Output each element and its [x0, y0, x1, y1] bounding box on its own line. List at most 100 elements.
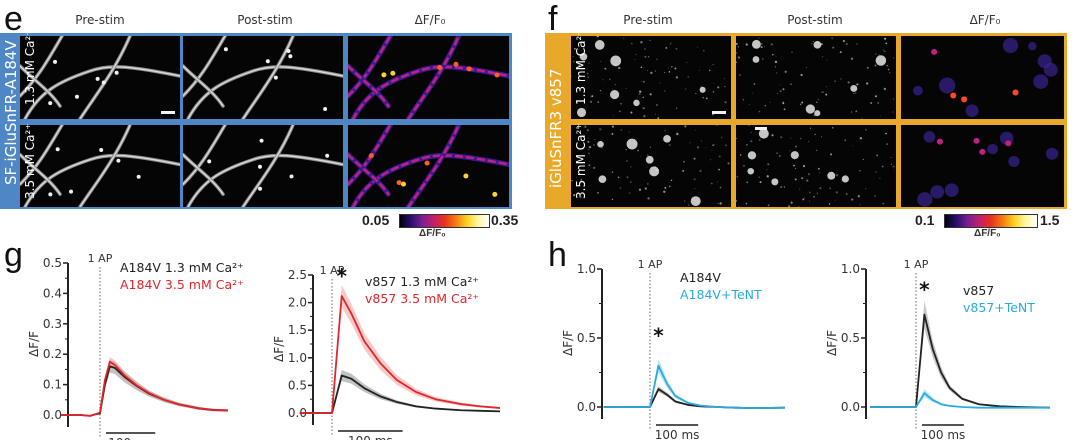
panel-e-row2-label: 3.5 mM Ca²⁺ — [23, 123, 37, 199]
y-tick-label: 0.0 — [43, 408, 62, 422]
series-sem-band — [869, 300, 1050, 409]
legend-entry: v857 — [963, 283, 994, 298]
panel-g-letter: g — [4, 236, 23, 274]
chart-h-left-svg: 0.0 0.5 1.0 ΔF/F 1 AP A184V A184V+TeNT * 100 ms — [561, 258, 786, 442]
y-tick-label: 0.5 — [43, 256, 62, 270]
chart-h-right: 0.0 0.5 1.0 ΔF/F 1 AP v857 v857+TeNT * 100 ms — [805, 250, 1080, 442]
y-tick-label: 1.0 — [577, 262, 596, 276]
y-tick-label: 0.4 — [43, 286, 62, 300]
stim-label: 1 AP — [638, 258, 663, 271]
y-tick-label: 2.0 — [288, 296, 307, 310]
legend-entry: A184V 1.3 mM Ca²⁺ — [120, 260, 244, 275]
panel-e-construct-label: SF-iGluSnFR-A184V — [2, 40, 20, 185]
legend-entry: A184V 3.5 mM Ca²⁺ — [120, 277, 244, 292]
panel-e-dff-row1-image — [348, 36, 509, 119]
panel-e-colorbar-min: 0.05 — [362, 212, 390, 228]
y-axis-label: ΔF/F — [561, 330, 575, 356]
panel-f-pre-row2-image — [571, 125, 731, 207]
panel-f-colorbar-max: 1.5 — [1040, 212, 1060, 228]
panel-e-colorbar — [399, 214, 490, 228]
y-axis-label: ΔF/F — [27, 331, 41, 357]
time-scalebar-label: 100 ms — [921, 428, 966, 440]
panel-f-pre-row1-image — [571, 36, 731, 119]
chart-h-right-svg: 0.0 0.5 1.0 ΔF/F 1 AP v857 v857+TeNT * 100 ms — [825, 258, 1051, 442]
y-tick-label: 1.0 — [841, 262, 860, 276]
panel-f-colorbar-min: 0.1 — [915, 212, 935, 228]
series-line — [60, 360, 229, 417]
panel-e-post-row1-image — [183, 36, 343, 119]
panel-f-frame: iGluSnFR3 v857 1.3 mM Ca²⁺ 3.5 mM Ca²⁺ — [545, 29, 1067, 209]
legend-entry: A184V — [680, 270, 721, 285]
panel-f-letter: f — [548, 0, 558, 38]
stim-label: 1 AP — [88, 252, 113, 265]
panel-f-colorbar — [944, 214, 1038, 228]
series-sem-band — [299, 284, 500, 413]
y-tick-label: 0.0 — [577, 400, 596, 414]
legend-entry: v857+TeNT — [963, 300, 1035, 315]
panel-f-dff-row1-image — [901, 36, 1064, 119]
legend-entry: v857 1.3 mM Ca²⁺ — [365, 274, 479, 289]
panel-e-pre-row2-image — [20, 125, 180, 207]
series-sem-band — [603, 358, 785, 409]
y-tick-label: 1.5 — [288, 323, 307, 337]
series-sem-band — [869, 389, 1050, 409]
panel-f-col-post: Post-stim — [787, 13, 843, 27]
y-tick-label: 0.5 — [841, 331, 860, 345]
panel-f-post-row2-image — [736, 125, 896, 207]
time-scalebar-label: 100 ms — [655, 428, 700, 440]
stim-label: 1 AP — [904, 258, 929, 271]
chart-g-right-svg: 0.0 0.5 1.0 1.5 2.0 2.5 ΔF/F 1 AP v857 1.3 mM Ca… — [272, 264, 501, 444]
panel-f-scalebar-2 — [755, 127, 767, 130]
panel-e-colorbar-max: 0.35 — [491, 212, 519, 228]
series-sem-band — [299, 369, 500, 413]
y-tick-label: 0.0 — [288, 406, 307, 420]
legend-entry: v857 3.5 mM Ca²⁺ — [365, 291, 479, 306]
panel-f-row2-label: 3.5 mM Ca²⁺ — [574, 123, 588, 199]
panel-f-col-pre: Pre-stim — [623, 13, 673, 27]
significance-star: * — [336, 264, 347, 288]
y-tick-label: 1.0 — [288, 351, 307, 365]
panel-e-pre-row1-image — [20, 36, 180, 119]
y-axis-label: ΔF/F — [272, 336, 286, 362]
series-line — [299, 295, 501, 414]
panel-f-dff-row2-image — [901, 125, 1064, 207]
y-tick-label: 2.5 — [288, 268, 307, 282]
panel-e-post-row2-image — [183, 125, 343, 207]
panel-e-letter: e — [4, 0, 23, 38]
panel-e-colorbar-label: ΔF/F₀ — [419, 228, 446, 239]
series-line — [869, 392, 1050, 409]
y-tick-label: 0.0 — [841, 400, 860, 414]
significance-star: * — [653, 324, 664, 348]
panel-e-scalebar — [161, 111, 175, 114]
panel-e-col-post: Post-stim — [237, 13, 293, 27]
chart-g-left-svg: 0.0 0.1 0.2 0.3 0.4 0.5 ΔF/F 1 AP A184V 1.3 mM C… — [27, 252, 244, 444]
panel-f-col-dff: ΔF/F₀ — [969, 13, 1001, 27]
panel-h-letter: h — [548, 236, 567, 274]
panel-e-dff-row2-image — [348, 125, 509, 207]
panel-e-col-pre: Pre-stim — [75, 13, 125, 27]
y-axis-label: ΔF/F — [825, 330, 839, 356]
y-tick-label: 0.3 — [43, 317, 62, 331]
panel-f-scalebar-1 — [712, 111, 726, 114]
panel-f-row1-label: 1.3 mM Ca²⁺ — [574, 29, 588, 105]
time-scalebar-label: 100 ms — [348, 434, 393, 440]
panel-e-row1-label: 1.3 mM Ca²⁺ — [23, 29, 37, 105]
significance-star: * — [919, 278, 930, 302]
series-line — [603, 388, 786, 410]
stim-label: 1 AP — [320, 264, 345, 277]
panel-e-col-dff: ΔF/F₀ — [414, 13, 446, 27]
chart-g-right: 0.0 0.5 1.0 1.5 2.0 2.5 ΔF/F 1 AP v857 1.3 mM Ca… — [255, 250, 525, 444]
y-tick-label: 0.1 — [43, 378, 62, 392]
panel-f-construct-label: iGluSnFR3 v857 — [547, 68, 565, 188]
series-line — [603, 364, 786, 410]
y-tick-label: 0.5 — [577, 331, 596, 345]
chart-h-left: 0.0 0.5 1.0 ΔF/F 1 AP A184V A184V+TeNT * 100 ms — [540, 250, 810, 442]
y-tick-label: 0.5 — [288, 378, 307, 392]
chart-g-left: 0.0 0.1 0.2 0.3 0.4 0.5 ΔF/F 1 AP A184V 1.3 mM C… — [0, 250, 270, 444]
y-tick-label: 0.2 — [43, 347, 62, 361]
time-scalebar-label: 100 ms — [108, 436, 153, 440]
series-line — [869, 313, 1051, 409]
legend-entry: A184V+TeNT — [680, 287, 762, 302]
series-sem-band — [60, 357, 228, 416]
panel-e-frame: SF-iGluSnFR-A184V 1.3 mM Ca²⁺ 3.5 mM Ca²… — [0, 29, 512, 209]
